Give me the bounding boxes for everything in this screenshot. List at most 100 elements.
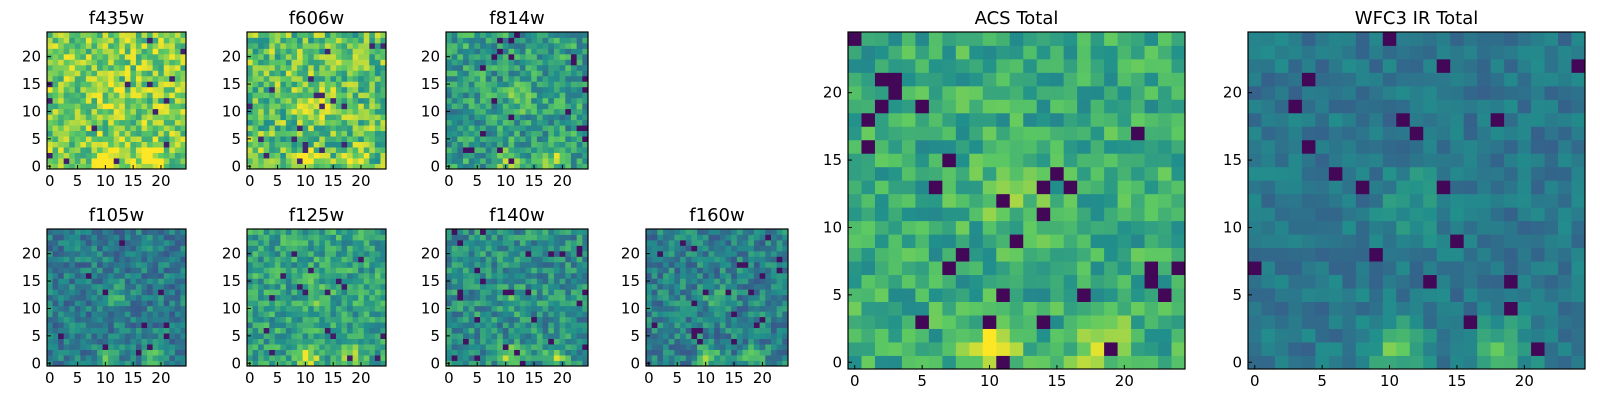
heatmap-cell bbox=[770, 294, 778, 301]
heatmap-cell bbox=[69, 32, 76, 38]
heatmap-cell bbox=[536, 283, 543, 290]
heatmap-cell bbox=[330, 97, 337, 104]
heatmap-cell bbox=[915, 234, 930, 249]
heatmap-cell bbox=[1009, 234, 1024, 249]
heatmap-cell bbox=[291, 327, 298, 334]
heatmap-cell bbox=[474, 81, 481, 88]
heatmap-cell bbox=[97, 360, 103, 367]
heatmap-cell bbox=[313, 125, 320, 132]
heatmap-cell bbox=[135, 245, 142, 252]
heatmap-cell bbox=[358, 256, 365, 263]
heatmap-cell bbox=[258, 245, 265, 252]
heatmap-cell bbox=[319, 53, 326, 60]
heatmap-cell bbox=[174, 316, 181, 323]
heatmap-cell bbox=[119, 141, 126, 148]
heatmap-cell bbox=[565, 294, 572, 301]
heatmap-cell bbox=[708, 272, 715, 279]
heatmap-cell bbox=[915, 315, 930, 329]
heatmap-cell bbox=[280, 152, 287, 159]
heatmap-cell bbox=[519, 239, 526, 246]
heatmap-cell bbox=[158, 152, 165, 159]
heatmap-cell bbox=[130, 48, 137, 55]
heatmap-cell bbox=[502, 229, 509, 235]
heatmap-cell bbox=[719, 349, 726, 356]
heatmap-cell bbox=[770, 333, 778, 339]
heatmap-cell bbox=[748, 300, 755, 307]
heatmap-cell bbox=[374, 108, 381, 115]
heatmap-cell bbox=[269, 250, 276, 257]
heatmap-cell bbox=[531, 355, 538, 361]
heatmap-cell bbox=[480, 86, 487, 93]
heatmap-cell bbox=[263, 48, 270, 55]
heatmap-cell bbox=[915, 328, 930, 343]
heatmap-cell bbox=[119, 147, 126, 153]
heatmap-cell bbox=[80, 136, 87, 142]
heatmap-cell bbox=[319, 234, 326, 241]
heatmap-cell bbox=[514, 97, 521, 104]
heatmap-cell bbox=[324, 32, 331, 38]
heatmap-cell bbox=[363, 283, 370, 290]
heatmap-cell bbox=[102, 70, 109, 77]
heatmap-cell bbox=[269, 360, 276, 367]
heatmap-cell bbox=[485, 103, 492, 110]
heatmap-cell bbox=[247, 86, 253, 93]
heatmap-cell bbox=[91, 344, 98, 350]
heatmap-cell bbox=[508, 338, 515, 345]
heatmap-cell bbox=[576, 86, 583, 93]
heatmap-cell bbox=[135, 294, 142, 301]
heatmap-cell bbox=[302, 322, 309, 329]
heatmap-cell bbox=[955, 207, 970, 222]
heatmap-cell bbox=[1158, 220, 1172, 235]
heatmap-cell bbox=[525, 42, 532, 49]
heatmap-cell bbox=[480, 278, 487, 285]
heatmap-cell bbox=[1009, 301, 1024, 316]
heatmap-cell bbox=[474, 141, 481, 148]
heatmap-cell bbox=[553, 158, 560, 164]
heatmap-cell bbox=[969, 315, 984, 329]
heatmap-cell bbox=[274, 289, 281, 296]
heatmap-cell bbox=[124, 37, 131, 44]
heatmap-cell bbox=[313, 239, 320, 246]
heatmap-cell bbox=[369, 158, 376, 164]
heatmap-cell bbox=[80, 125, 87, 132]
heatmap-cell bbox=[582, 114, 589, 121]
heatmap-cell bbox=[52, 119, 59, 126]
heatmap-cell bbox=[514, 147, 521, 153]
heatmap-cell bbox=[163, 64, 170, 71]
heatmap-cell bbox=[258, 152, 265, 159]
heatmap-cell bbox=[152, 136, 159, 142]
heatmap-cell bbox=[861, 288, 876, 302]
heatmap-cell bbox=[697, 311, 704, 318]
heatmap-cell bbox=[668, 344, 675, 350]
heatmap-cell bbox=[285, 92, 292, 99]
heatmap-cell bbox=[141, 316, 148, 323]
heatmap-cell bbox=[247, 70, 253, 77]
heatmap-cell bbox=[497, 64, 504, 71]
heatmap-cell bbox=[451, 289, 458, 296]
heatmap-cell bbox=[582, 349, 589, 356]
heatmap-cell bbox=[548, 239, 555, 246]
heatmap-cell bbox=[536, 130, 543, 137]
heatmap-cell bbox=[274, 86, 281, 93]
heatmap-cell bbox=[380, 229, 387, 235]
heatmap-cell bbox=[901, 207, 916, 222]
heatmap-cell bbox=[457, 130, 464, 137]
heatmap-cell bbox=[74, 70, 81, 77]
heatmap-cell bbox=[52, 311, 59, 318]
heatmap-cell bbox=[247, 316, 253, 323]
heatmap-cell bbox=[308, 64, 315, 71]
heatmap-cell bbox=[324, 59, 331, 66]
heatmap-cell bbox=[69, 229, 76, 235]
heatmap-cell bbox=[942, 288, 957, 302]
heatmap-cell bbox=[848, 261, 862, 276]
heatmap-cell bbox=[135, 272, 142, 279]
heatmap-cell bbox=[108, 355, 115, 361]
heatmap-cell bbox=[955, 180, 970, 195]
heatmap-cell bbox=[582, 32, 589, 38]
heatmap-cell bbox=[548, 48, 555, 55]
heatmap-cell bbox=[480, 316, 487, 323]
heatmap-cell bbox=[508, 152, 515, 159]
heatmap-cell bbox=[47, 130, 53, 137]
x-tick-label: 15 bbox=[124, 172, 143, 190]
heatmap-cell bbox=[748, 344, 755, 350]
